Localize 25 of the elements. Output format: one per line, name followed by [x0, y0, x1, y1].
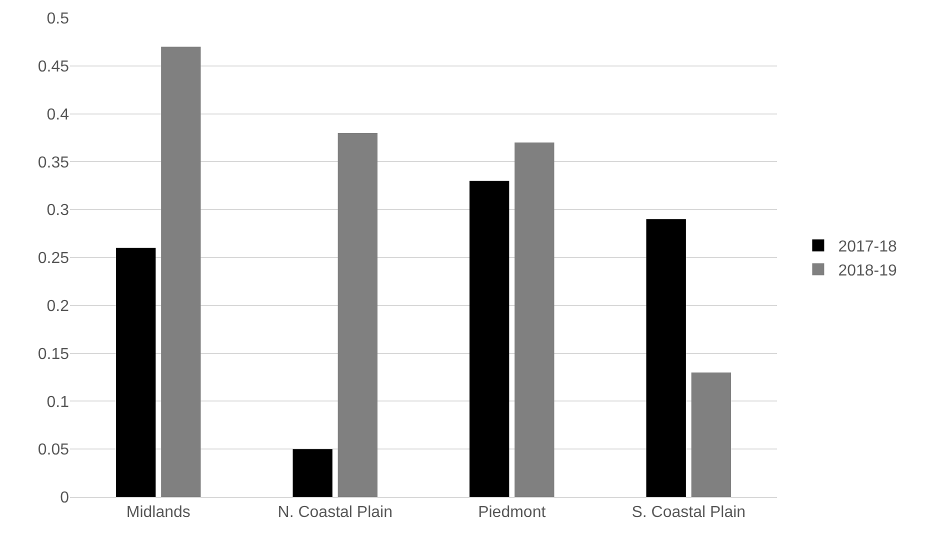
- y-tick-label: 0.1: [46, 394, 70, 411]
- x-tick-label: S. Coastal Plain: [632, 504, 746, 522]
- bar: [338, 132, 378, 497]
- bar: [116, 248, 156, 497]
- legend-label: 2018-19: [838, 262, 898, 280]
- y-tick-label: 0: [60, 490, 70, 507]
- bar: [514, 142, 554, 497]
- bar: [292, 449, 332, 497]
- y-tick-label: 0.2: [46, 298, 70, 315]
- x-tick-label: N. Coastal Plain: [278, 504, 392, 522]
- y-tick-label: 0.05: [38, 442, 70, 459]
- x-tick-label: Piedmont: [478, 504, 546, 522]
- y-tick-label: 0.5: [46, 10, 70, 28]
- legend-label: 2017-18: [838, 238, 898, 256]
- y-tick-label: 0.45: [38, 58, 70, 76]
- bar: [470, 180, 510, 497]
- y-tick-label: 0.35: [38, 154, 70, 172]
- x-tick-label: Midlands: [126, 504, 190, 522]
- bar: [646, 219, 686, 497]
- y-tick-label: 0.15: [38, 346, 70, 363]
- bar: [161, 46, 201, 497]
- y-tick-label: 0.3: [46, 202, 70, 220]
- y-tick-label: 0.25: [38, 250, 70, 268]
- y-tick-label: 0.4: [46, 106, 70, 124]
- bar: [691, 372, 731, 497]
